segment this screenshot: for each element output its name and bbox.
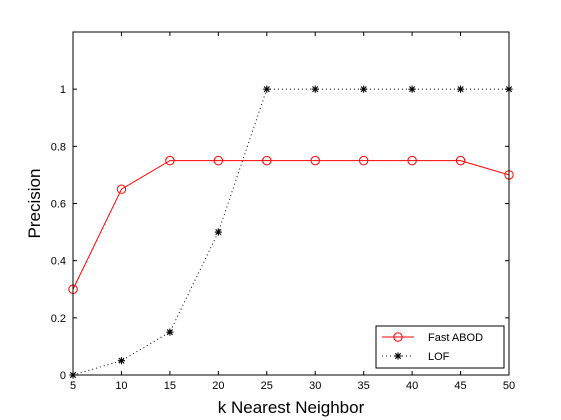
- y-tick-label: 0: [60, 370, 66, 382]
- x-tick-label: 15: [164, 380, 176, 392]
- y-tick-labels: 0 0.2 0.4 0.6 0.8 1: [51, 84, 66, 382]
- x-tick-label: 5: [70, 380, 76, 392]
- data-point-lof: [263, 85, 271, 93]
- legend-entry-fast-abod: Fast ABOD: [382, 332, 483, 344]
- legend-label-lof: LOF: [428, 351, 450, 363]
- data-point-fast-abod: [310, 155, 320, 166]
- data-point-lof: [456, 85, 465, 93]
- data-point-fast-abod: [262, 155, 272, 166]
- data-point-lof: [166, 328, 174, 336]
- legend: Fast ABOD LOF: [375, 325, 505, 369]
- legend-entry-lof: LOF: [382, 351, 450, 363]
- legend-entries: Fast ABOD LOF: [382, 332, 483, 363]
- x-tick-label: 10: [115, 380, 127, 392]
- data-point-lof: [214, 228, 222, 236]
- x-tick-label: 40: [406, 380, 418, 392]
- data-point-fast-abod: [165, 155, 175, 166]
- y-tick-label: 0.4: [51, 256, 66, 268]
- legend-marker-fast-abod: [393, 332, 403, 342]
- plot-frame: [72, 31, 510, 376]
- series-line-fast-abod: [72, 160, 510, 290]
- series-fast-abod: [68, 155, 514, 294]
- plot-area: [73, 32, 509, 375]
- y-tick-label: 0.6: [51, 199, 66, 211]
- legend-label-fast-abod: Fast ABOD: [428, 332, 483, 344]
- data-point-lof: [311, 85, 319, 93]
- data-point-fast-abod: [213, 155, 224, 166]
- legend-marker-lof: [394, 352, 402, 360]
- x-tick-label: 25: [261, 380, 273, 392]
- x-tick-label: 50: [503, 380, 515, 392]
- data-point-fast-abod: [116, 184, 127, 194]
- data-point-lof: [360, 85, 368, 93]
- y-tick-label: 0.2: [51, 313, 66, 325]
- y-axis-label: Precision: [25, 169, 44, 239]
- y-tick-label: 0.8: [51, 141, 66, 153]
- x-tick-label: 30: [309, 380, 321, 392]
- x-tick-label: 35: [358, 380, 370, 392]
- x-axis-label: k Nearest Neighbor: [218, 398, 365, 417]
- data-point-fast-abod: [407, 155, 417, 166]
- x-tick-label: 20: [212, 380, 224, 392]
- data-point-fast-abod: [358, 155, 369, 166]
- x-tick-labels: 5 10 15 20 25 30 35 40 45 50: [70, 380, 515, 392]
- data-point-lof: [117, 357, 126, 365]
- data-point-fast-abod: [455, 155, 466, 166]
- data-point-lof: [408, 85, 416, 93]
- x-tick-label: 45: [454, 380, 466, 392]
- y-tick-label: 1: [60, 84, 66, 96]
